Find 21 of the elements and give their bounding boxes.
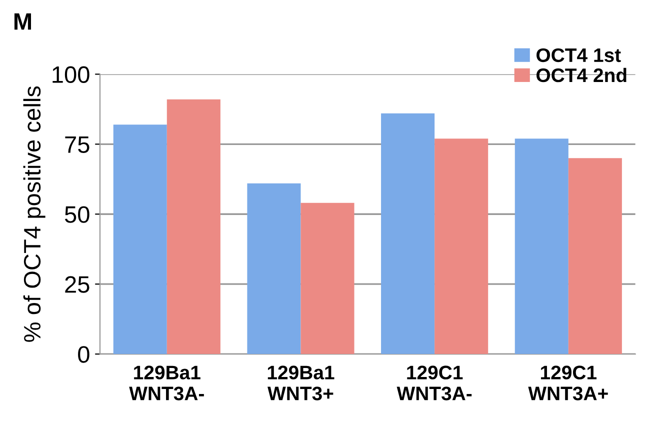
y-tick-label: 0	[78, 346, 90, 363]
y-tick-label: 75	[65, 136, 90, 153]
x-tick-label: 129Ba1 WNT3A-	[129, 366, 204, 400]
chart-title: M	[14, 13, 31, 30]
x-tick-label: 129C1 WNT3A-	[396, 366, 472, 400]
bar	[166, 99, 220, 354]
bar	[434, 138, 488, 354]
y-tick-label: 100	[52, 66, 90, 83]
x-tick-label: 129C1 WNT3A+	[528, 366, 608, 400]
bar	[300, 202, 354, 354]
legend-label: OCT4 1st	[536, 48, 621, 62]
bar	[514, 138, 568, 354]
x-tick-label: 129Ba1 WNT3+	[268, 366, 334, 400]
y-axis-title: % of OCT4 positive cells	[23, 86, 46, 342]
bar	[568, 158, 622, 354]
legend-label: OCT4 2nd	[536, 68, 626, 82]
bar	[247, 183, 301, 354]
bar	[381, 113, 435, 354]
bar	[113, 124, 167, 354]
y-tick-label: 25	[65, 276, 90, 293]
y-tick-label: 50	[64, 206, 90, 223]
